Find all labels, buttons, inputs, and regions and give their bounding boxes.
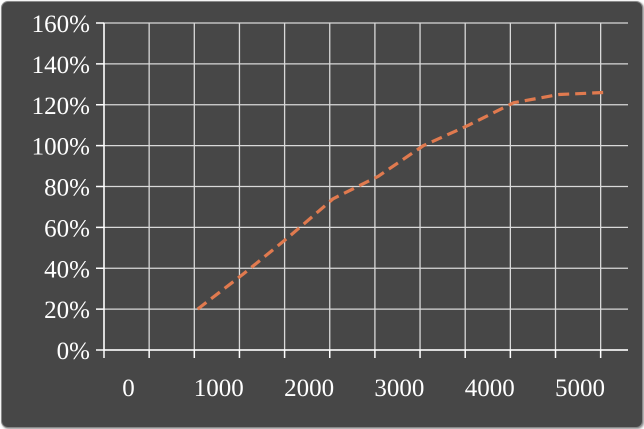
series-group (196, 90, 605, 311)
x-tick-label-0: 0 (122, 375, 135, 402)
series-line-0 (196, 90, 605, 311)
y-tick-label-7: 140% (32, 52, 90, 79)
axes (96, 22, 628, 358)
grid-lines (104, 22, 628, 351)
x-tick-label-5: 5000 (555, 375, 605, 402)
y-tick-label-4: 80% (44, 175, 90, 202)
y-tick-label-6: 120% (32, 93, 90, 120)
y-tick-label-8: 160% (32, 11, 90, 38)
x-tick-label-2: 2000 (284, 375, 334, 402)
x-tick-label-3: 3000 (374, 375, 424, 402)
y-tick-labels: 0% 20% 40% 60% 80% 100% 120% 140% 160% (32, 11, 90, 365)
y-tick-label-3: 60% (44, 215, 90, 242)
y-tick-label-5: 100% (32, 134, 90, 161)
y-tick-label-2: 40% (44, 256, 90, 283)
x-tick-label-1: 1000 (194, 375, 244, 402)
x-tick-labels: 0 1000 2000 3000 4000 5000 (122, 375, 605, 402)
y-tick-label-0: 0% (57, 338, 90, 365)
y-tick-label-1: 20% (44, 297, 90, 324)
x-tick-label-4: 4000 (465, 375, 515, 402)
